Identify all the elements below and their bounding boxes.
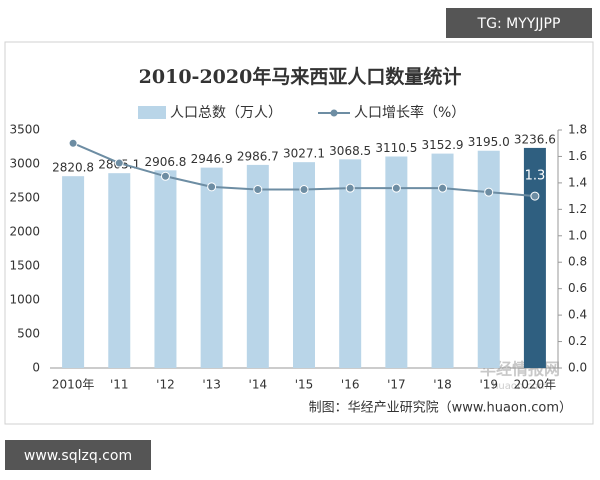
value-label: 3195.0 <box>468 135 510 149</box>
y-tick-label: 500 <box>17 327 40 341</box>
x-tick-label: '19 <box>479 378 498 392</box>
y-tick-label: 3000 <box>9 157 40 171</box>
legend-marker <box>330 109 338 117</box>
line-marker <box>438 183 448 193</box>
bar <box>431 153 454 368</box>
value-label: 3110.5 <box>375 141 417 155</box>
y-tick-label: 3500 <box>9 123 40 137</box>
value-label: 2986.7 <box>237 149 279 163</box>
value-label: 3236.6 <box>514 132 556 146</box>
y2-tick-label: 0.2 <box>568 334 587 348</box>
y2-tick-label: 0.8 <box>568 255 587 269</box>
x-tick-label: '18 <box>433 378 452 392</box>
y-tick-label: 1000 <box>9 293 40 307</box>
legend-label: 人口增长率（%） <box>354 104 465 121</box>
y2-tick-label: 1.0 <box>568 228 587 242</box>
watermark: www.sqlzq.com <box>24 448 132 464</box>
value-label: 1.3 <box>525 169 546 184</box>
x-tick-label: '17 <box>387 378 406 392</box>
bar <box>523 147 546 368</box>
x-tick-label: 2010年 <box>52 378 95 392</box>
x-tick-label: '12 <box>156 378 175 392</box>
y2-tick-label: 1.2 <box>568 202 587 216</box>
bar <box>293 162 315 368</box>
bar <box>200 167 223 368</box>
y2-tick-label: 0.6 <box>568 281 587 295</box>
line-marker <box>160 171 170 181</box>
watermark-box <box>446 8 592 38</box>
bar <box>385 156 408 368</box>
x-tick-label: '13 <box>202 378 221 392</box>
bar <box>477 150 500 368</box>
line-marker <box>207 182 217 192</box>
chart-title: 2010-2020年马来西亚人口数量统计 <box>139 65 462 88</box>
line-marker <box>299 185 309 194</box>
x-tick-label: '11 <box>110 378 129 392</box>
line-marker <box>391 183 401 193</box>
y2-tick-label: 1.4 <box>568 175 587 189</box>
bar <box>62 176 85 368</box>
bar <box>154 170 177 368</box>
line-marker <box>530 191 540 201</box>
line-marker <box>253 185 263 194</box>
value-label: 2946.9 <box>191 152 233 166</box>
y2-tick-label: 1.6 <box>568 149 587 163</box>
line-marker <box>114 158 124 168</box>
value-label: 3068.5 <box>329 144 371 158</box>
watermark: huaon.com <box>492 381 548 392</box>
value-label: 3152.9 <box>422 138 464 152</box>
y-tick-label: 0 <box>32 361 40 375</box>
value-label: 2906.8 <box>144 155 186 169</box>
line-marker <box>68 138 78 148</box>
bar <box>339 159 362 368</box>
source: 制图：华经产业研究院（www.huaon.com） <box>309 401 572 416</box>
value-label: 3027.1 <box>283 147 325 161</box>
line-marker <box>345 183 355 193</box>
y-tick-label: 1500 <box>9 259 40 273</box>
watermark-box <box>5 440 151 470</box>
legend-swatch <box>138 106 166 119</box>
line-marker <box>484 187 494 197</box>
legend-label: 人口总数（万人） <box>170 105 282 121</box>
y-tick-label: 2000 <box>9 225 40 239</box>
bar <box>246 164 269 368</box>
x-tick-label: '15 <box>295 378 314 392</box>
watermark: TG: MYYJJPP <box>477 16 561 32</box>
bar <box>108 173 131 368</box>
y2-tick-label: 0.0 <box>568 361 587 375</box>
value-label: 2820.8 <box>52 161 94 175</box>
y-tick-label: 2500 <box>9 191 40 205</box>
x-tick-label: '16 <box>341 378 360 392</box>
y2-tick-label: 1.8 <box>568 123 587 137</box>
y2-tick-label: 0.4 <box>568 308 587 322</box>
x-tick-label: 2020年 <box>514 378 557 392</box>
x-tick-label: '14 <box>249 378 268 392</box>
